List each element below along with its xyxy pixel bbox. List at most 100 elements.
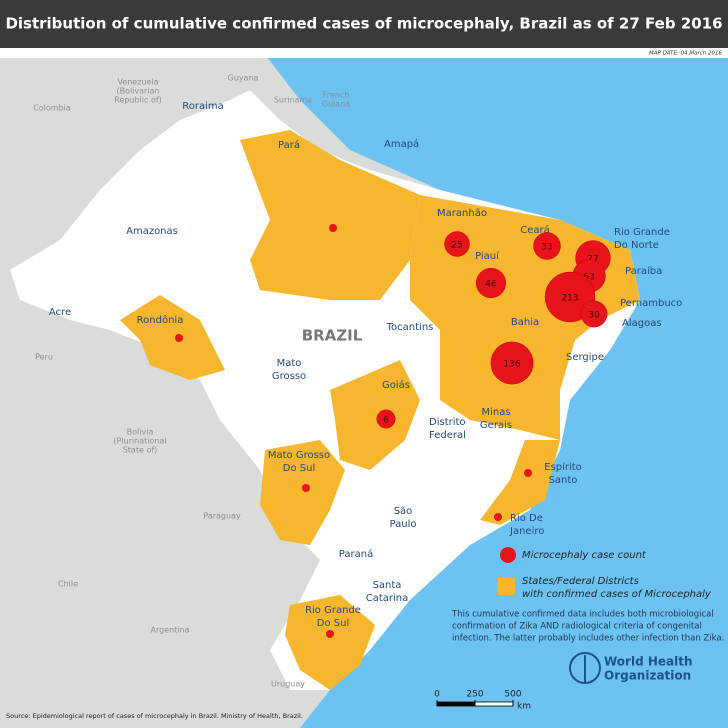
state-label: Santo <box>549 475 578 486</box>
note-line: confirmation of Zika AND radiological cr… <box>452 622 702 632</box>
case-count-label: 46 <box>485 280 497 290</box>
state-label: Rio Grande <box>305 605 361 616</box>
state-area <box>260 440 345 545</box>
scale-bar-segment <box>437 702 475 706</box>
state-label: Janeiro <box>509 526 544 537</box>
state-label: Paraíba <box>625 265 662 277</box>
who-label: World Health <box>604 655 693 669</box>
state-label: Grosso <box>272 371 306 382</box>
state-area <box>120 295 225 380</box>
case-dot <box>329 224 337 232</box>
country-label: (Plurinational <box>113 437 166 446</box>
case-circle <box>490 341 534 385</box>
state-label: Paulo <box>390 519 417 530</box>
case-circle <box>580 300 608 328</box>
state-area <box>240 130 420 300</box>
case-count-label: 63 <box>583 273 594 283</box>
state-area <box>480 440 560 525</box>
state-label: Rio Grande <box>614 227 670 238</box>
case-circle <box>533 232 561 260</box>
country-label: Suriname <box>274 96 312 105</box>
source: Source: Epidemiological report of cases … <box>6 712 303 720</box>
who-label: Organization <box>604 669 691 683</box>
who-emblem <box>569 652 601 684</box>
scale-label: 250 <box>466 690 483 700</box>
state-label: Do Sul <box>283 463 315 474</box>
legend-label: with confirmed cases of Microcephaly <box>522 589 712 600</box>
case-dot <box>302 484 310 492</box>
country-label: Paraguay <box>203 512 241 521</box>
case-circle <box>475 267 507 299</box>
scale-bar: 0 250 500 km <box>434 690 531 712</box>
case-dot <box>326 630 334 638</box>
state-area <box>330 360 420 470</box>
case-dot <box>175 334 183 342</box>
state-label: Do Sul <box>317 618 349 629</box>
case-dot <box>494 513 502 521</box>
state-label: Piauí <box>475 250 500 262</box>
state-label: Distrito <box>429 417 466 428</box>
country-label: French <box>323 91 350 100</box>
country-label: Guiana <box>322 100 350 109</box>
state-label: Do Norte <box>614 240 659 251</box>
title-bar <box>0 0 728 48</box>
affected-states <box>120 130 640 690</box>
country-label: Peru <box>35 353 53 362</box>
case-count-label: 33 <box>541 243 552 253</box>
state-label: Minas <box>481 407 510 418</box>
legend-circle <box>500 547 516 563</box>
state-label: Ceará <box>520 224 550 236</box>
unlabeled-dots <box>175 224 532 638</box>
country-label: Bolivia <box>127 428 154 437</box>
case-count-label: 6 <box>383 416 389 426</box>
case-circle <box>376 409 396 429</box>
scale-unit: km <box>517 702 531 712</box>
scale-label: 500 <box>504 690 521 700</box>
case-count-label: 77 <box>587 255 598 265</box>
legend-label: States/Federal Districts <box>522 576 639 587</box>
country-name: BRAZIL <box>302 327 363 345</box>
case-count-label: 136 <box>503 360 520 370</box>
country-label: (Bolivarian <box>116 87 159 96</box>
map-date: MAP DATE: 04 March 2016 <box>649 51 722 57</box>
scale-label: 0 <box>434 690 440 700</box>
country-label: Uruguay <box>271 680 305 689</box>
state-label: Bahia <box>511 317 539 328</box>
state-label: Roraima <box>182 101 224 112</box>
state-label: São <box>394 506 413 517</box>
state-label: Mato <box>277 358 302 369</box>
state-label: Santa <box>373 580 402 591</box>
state-label: Amapá <box>384 138 419 150</box>
note-line: This cumulative confirmed data includes … <box>451 610 714 620</box>
who-logo <box>569 652 601 684</box>
country-label: Colombia <box>33 104 71 113</box>
note-line: infection. The latter probably includes … <box>452 634 724 644</box>
state-label: Tocantins <box>386 322 434 333</box>
state-label: Maranhão <box>437 208 487 219</box>
case-count-label: 213 <box>561 294 578 304</box>
state-label: Paraná <box>339 548 373 560</box>
case-count-label: 30 <box>588 311 600 321</box>
case-dot <box>524 469 532 477</box>
state-label: Espírito <box>544 461 582 473</box>
case-count-label: 25 <box>451 241 462 251</box>
country-label: Guyana <box>228 74 259 83</box>
state-label: Mato Grosso <box>268 450 330 461</box>
state-label: Catarina <box>366 593 409 604</box>
state-label: Gerais <box>480 420 512 431</box>
state-label: Sergipe <box>566 352 604 363</box>
state-label: Alagoas <box>622 318 662 329</box>
country-label: Chile <box>58 580 78 589</box>
state-label: Goiás <box>382 379 410 391</box>
state-label: Amazonas <box>126 226 178 237</box>
date-strip <box>0 48 728 58</box>
state-label: Rondônia <box>137 314 184 326</box>
state-label: Pernambuco <box>620 298 682 309</box>
state-label: Federal <box>429 430 466 441</box>
country-label: Venezuela <box>117 78 158 87</box>
legend-swatch <box>498 578 515 595</box>
country-label: Argentina <box>150 626 189 635</box>
